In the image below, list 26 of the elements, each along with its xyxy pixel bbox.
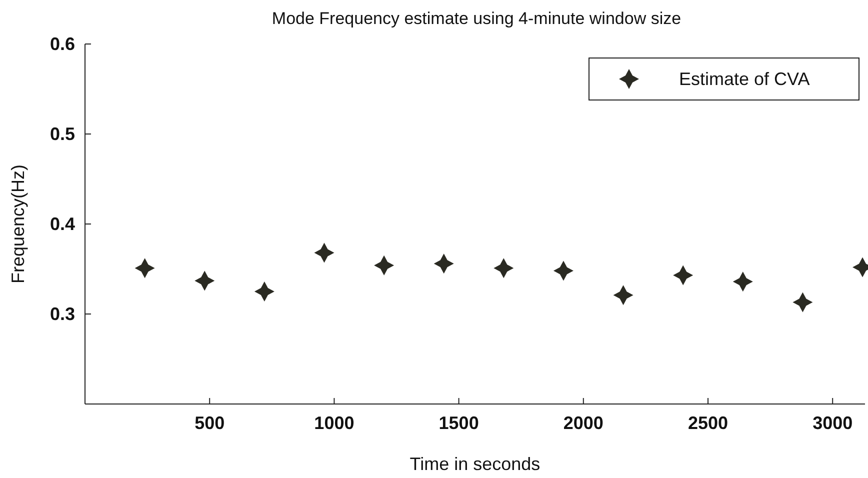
x-tick-label: 1500: [438, 412, 479, 433]
point: [494, 258, 514, 278]
point: [792, 292, 813, 312]
point: [434, 254, 454, 274]
point: [673, 265, 694, 286]
y-tick-label: 0.4: [50, 214, 75, 234]
legend-label: Estimate of CVA: [679, 69, 810, 89]
point: [613, 285, 634, 306]
point: [194, 270, 215, 291]
x-tick-label: 2000: [563, 412, 604, 433]
y-tick-label: 0.3: [50, 304, 75, 324]
point: [134, 258, 155, 278]
y-tick-label: 0.6: [50, 34, 75, 54]
point: [254, 282, 274, 302]
point: [732, 272, 753, 292]
y-tick-label: 0.5: [50, 124, 75, 144]
point: [314, 242, 334, 263]
point: [553, 260, 574, 281]
x-tick-label: 1000: [314, 412, 354, 433]
x-tick-label: 2500: [688, 412, 728, 433]
x-axis-title: Time in seconds: [410, 454, 540, 474]
x-tick-label: 3000: [812, 412, 853, 433]
y-axis-title: Frequency(Hz): [8, 164, 28, 284]
chart-title: Mode Frequency estimate using 4-minute window size: [272, 9, 682, 28]
x-tick-label: 500: [194, 412, 225, 433]
point: [374, 255, 394, 276]
